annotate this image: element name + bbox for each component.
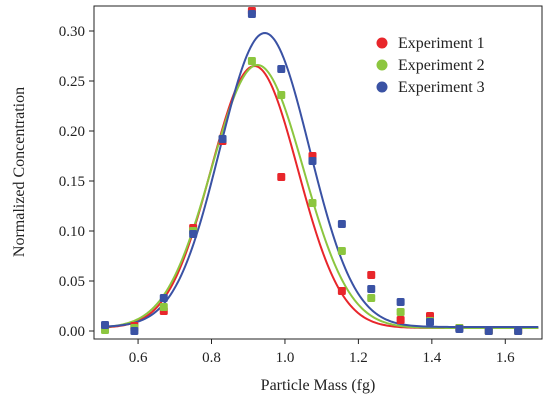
data-point <box>247 57 256 65</box>
y-tick-label: 0.15 <box>59 174 85 190</box>
x-tick-label: 0.8 <box>202 350 221 366</box>
data-points <box>101 7 523 335</box>
data-point <box>277 65 286 73</box>
data-point <box>426 318 434 326</box>
x-tick-label: 1.2 <box>349 350 368 366</box>
data-point <box>396 316 405 324</box>
y-tick-label: 0.00 <box>59 324 85 340</box>
data-point <box>367 271 376 279</box>
data-point <box>396 308 405 316</box>
y-tick-label: 0.10 <box>59 224 85 240</box>
legend-label: Experiment 2 <box>398 57 485 74</box>
data-point <box>337 287 346 295</box>
legend-marker <box>376 37 388 49</box>
legend: Experiment 1 Experiment 2 Experiment 3 <box>376 35 485 96</box>
data-point <box>159 294 168 302</box>
y-tick-label: 0.25 <box>59 74 85 90</box>
legend-label: Experiment 1 <box>398 35 485 52</box>
y-tick-label: 0.20 <box>59 124 85 140</box>
data-point <box>130 327 139 335</box>
data-point <box>308 199 317 207</box>
data-point <box>484 327 493 335</box>
data-point <box>367 285 376 293</box>
data-point <box>367 294 376 302</box>
x-tick-label: 1.6 <box>496 350 515 366</box>
y-axis-ticks: 0.00 0.05 0.10 0.15 0.20 0.25 0.30 <box>59 24 94 340</box>
y-tick-label: 0.30 <box>59 24 85 40</box>
legend-label: Experiment 3 <box>398 79 485 96</box>
data-point <box>247 10 256 18</box>
x-tick-label: 1.4 <box>422 350 441 366</box>
legend-marker <box>376 59 388 71</box>
data-point <box>514 327 523 335</box>
data-point <box>277 91 286 99</box>
fit-curve-experiment-2 <box>101 64 539 329</box>
data-point <box>337 247 346 255</box>
x-axis-ticks: 0.6 0.8 1.0 1.2 1.4 1.6 <box>129 339 515 366</box>
data-point <box>159 303 168 311</box>
x-tick-label: 0.6 <box>129 350 148 366</box>
plot-frame <box>93 5 543 340</box>
legend-marker <box>376 81 388 93</box>
data-point <box>308 157 317 165</box>
y-axis-title: Normalized Concentration <box>11 87 28 257</box>
x-tick-label: 1.0 <box>276 350 295 366</box>
data-point <box>218 135 227 143</box>
data-point <box>277 173 286 181</box>
data-point <box>189 230 198 238</box>
data-point <box>396 298 405 306</box>
data-point <box>337 220 346 228</box>
fit-curves <box>101 32 539 329</box>
fit-curve-experiment-3 <box>101 32 539 328</box>
data-point <box>455 325 464 333</box>
x-axis-title: Particle Mass (fg) <box>261 377 376 394</box>
data-point <box>101 321 110 329</box>
y-tick-label: 0.05 <box>59 274 85 290</box>
